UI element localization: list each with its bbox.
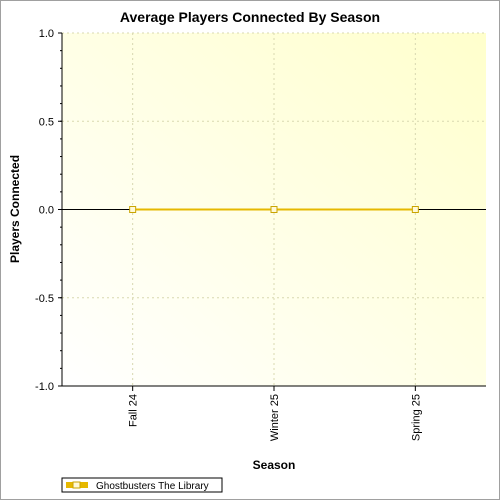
y-axis-label: Players Connected xyxy=(8,155,22,263)
x-tick-label: Winter 25 xyxy=(269,394,281,441)
y-tick-label: -0.5 xyxy=(35,293,54,305)
y-tick-label: 0.0 xyxy=(39,205,54,217)
x-axis-label: Season xyxy=(253,458,296,472)
chart-title: Average Players Connected By Season xyxy=(120,9,380,25)
series-point xyxy=(411,206,419,213)
series-markers xyxy=(129,206,419,213)
y-ticks: 1.0 0.5 0.0 -0.5 -1.0 xyxy=(35,28,62,393)
series-point xyxy=(129,206,137,213)
legend-label: Ghostbusters The Library xyxy=(96,481,209,492)
x-tick-label: Fall 24 xyxy=(128,394,140,427)
legend-marker xyxy=(72,481,81,489)
y-tick-label: 1.0 xyxy=(39,28,54,40)
legend: Ghostbusters The Library xyxy=(61,477,223,493)
x-ticks: Fall 24 Winter 25 Spring 25 xyxy=(128,386,422,441)
legend-box xyxy=(61,477,223,493)
series-point xyxy=(270,206,278,213)
x-tick-label: Spring 25 xyxy=(410,394,422,441)
y-tick-label: -1.0 xyxy=(35,381,54,393)
y-tick-label: 0.5 xyxy=(39,116,54,128)
